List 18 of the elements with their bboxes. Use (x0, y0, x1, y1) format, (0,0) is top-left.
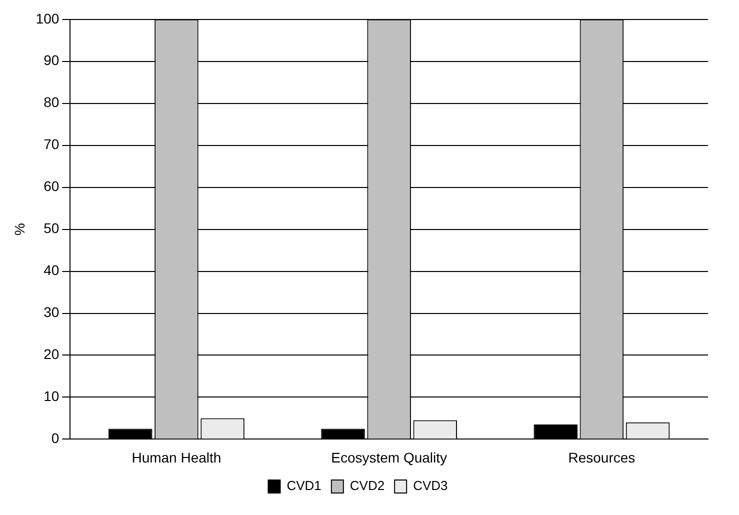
y-tick-label: 40 (44, 262, 60, 278)
y-tick-label: 70 (44, 136, 60, 152)
y-tick-label: 100 (36, 10, 60, 26)
y-tick-label: 20 (44, 346, 60, 362)
legend-label: CVD1 (286, 478, 322, 494)
y-tick-label: 80 (44, 94, 60, 110)
x-tick-label: Human Health (132, 449, 222, 466)
y-tick-label: 90 (44, 52, 60, 68)
x-tick-label: Ecosystem Quality (331, 449, 448, 466)
x-tick-label: Resources (568, 449, 636, 466)
legend-label: CVD2 (350, 478, 385, 494)
y-tick-label: 0 (51, 430, 60, 446)
y-tick-label: 10 (44, 388, 60, 404)
y-tick-label: 50 (44, 220, 60, 236)
y-tick-label: 30 (44, 304, 60, 320)
y-tick-label: 60 (44, 178, 60, 194)
legend-label: CVD3 (413, 478, 448, 494)
y-axis-title: % (11, 223, 28, 236)
